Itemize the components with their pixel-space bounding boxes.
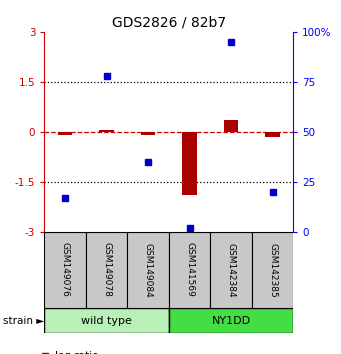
- Text: log ratio: log ratio: [55, 352, 99, 354]
- Bar: [141, 132, 155, 135]
- Text: wild type: wild type: [81, 316, 132, 326]
- Text: GSM142384: GSM142384: [226, 242, 236, 297]
- Bar: [44, 232, 86, 308]
- Text: GSM149078: GSM149078: [102, 242, 111, 297]
- Bar: [182, 132, 197, 195]
- Bar: [224, 120, 238, 132]
- Text: GSM142385: GSM142385: [268, 242, 277, 297]
- Bar: [210, 232, 252, 308]
- Text: strain ►: strain ►: [3, 316, 45, 326]
- Bar: [169, 232, 210, 308]
- Text: GSM149084: GSM149084: [144, 242, 152, 297]
- Text: GSM141569: GSM141569: [185, 242, 194, 297]
- Bar: [265, 132, 280, 137]
- Bar: [127, 232, 169, 308]
- Bar: [86, 232, 127, 308]
- Bar: [252, 232, 293, 308]
- Bar: [99, 130, 114, 132]
- Text: NY1DD: NY1DD: [211, 316, 251, 326]
- Bar: [169, 308, 293, 333]
- Bar: [44, 308, 169, 333]
- Title: GDS2826 / 82b7: GDS2826 / 82b7: [112, 15, 226, 29]
- Text: GSM149076: GSM149076: [61, 242, 70, 297]
- Bar: [58, 132, 72, 135]
